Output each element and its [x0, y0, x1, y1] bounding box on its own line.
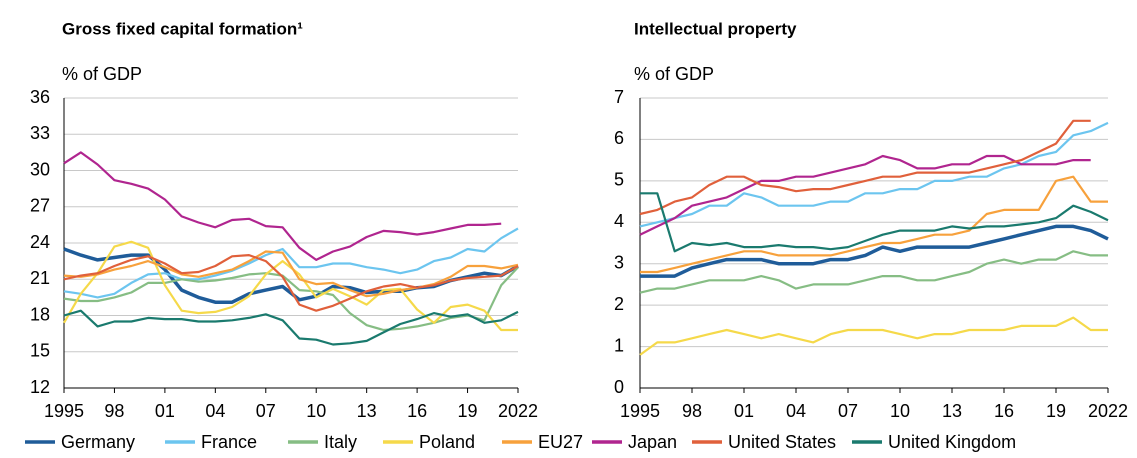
legend-label: United States: [728, 432, 836, 452]
series-line: [640, 192, 1109, 253]
x-tick-label: 10: [890, 401, 910, 421]
y-tick-label: 2: [614, 294, 624, 314]
y-tick-label: 7: [614, 87, 624, 107]
y-tick-label: 15: [30, 341, 50, 361]
x-tick-label: 19: [1046, 401, 1066, 421]
y-tick-label: 0: [614, 377, 624, 397]
series-line: [639, 121, 1109, 228]
series-line: [639, 119, 1091, 216]
legend-label: EU27: [538, 432, 583, 452]
y-tick-label: 3: [614, 252, 624, 272]
series-line: [639, 250, 1108, 294]
chart-title: Intellectual property: [634, 19, 797, 38]
series-line: [63, 266, 519, 332]
x-tick-label: 01: [155, 401, 175, 421]
series-line: [63, 227, 519, 299]
x-tick-label: 19: [458, 401, 478, 421]
x-tick-label: 04: [205, 401, 225, 421]
y-tick-label: 12: [30, 377, 50, 397]
x-tick-label: 13: [942, 401, 962, 421]
y-tick-label: 36: [30, 87, 50, 107]
series-line: [63, 250, 519, 298]
series-line: [639, 154, 1091, 236]
legend-label: Poland: [419, 432, 475, 452]
x-tick-label: 98: [682, 401, 702, 421]
x-tick-label: 2022: [1088, 401, 1128, 421]
legend-label: Germany: [61, 432, 135, 452]
chart-title: Gross fixed capital formation¹: [62, 19, 303, 38]
y-tick-label: 1: [614, 335, 624, 355]
series-line: [63, 151, 502, 261]
y-tick-label: 30: [30, 159, 50, 179]
x-tick-label: 10: [306, 401, 326, 421]
legend-label: France: [201, 432, 257, 452]
y-tick-label: 4: [614, 211, 624, 231]
series-line: [63, 254, 519, 312]
x-tick-label: 01: [734, 401, 754, 421]
y-tick-label: 21: [30, 268, 50, 288]
y-tick-label: 18: [30, 304, 50, 324]
series-line: [640, 224, 1109, 278]
y-axis-label: % of GDP: [62, 64, 142, 84]
legend-label: Italy: [324, 432, 357, 452]
x-tick-label: 98: [104, 401, 124, 421]
y-tick-label: 27: [30, 196, 50, 216]
x-tick-label: 16: [407, 401, 427, 421]
x-tick-label: 1995: [620, 401, 660, 421]
x-tick-label: 07: [838, 401, 858, 421]
x-tick-label: 13: [357, 401, 377, 421]
x-tick-label: 16: [994, 401, 1014, 421]
legend-label: Japan: [628, 432, 677, 452]
x-tick-label: 04: [786, 401, 806, 421]
series-line: [640, 175, 1108, 274]
y-tick-label: 24: [30, 232, 50, 252]
y-tick-label: 6: [614, 128, 624, 148]
x-tick-label: 2022: [498, 401, 538, 421]
x-tick-label: 1995: [44, 401, 84, 421]
y-tick-label: 5: [614, 170, 624, 190]
y-tick-label: 33: [30, 123, 50, 143]
series-line: [63, 309, 519, 346]
series-line: [639, 316, 1108, 356]
legend-label: United Kingdom: [888, 432, 1016, 452]
y-axis-label: % of GDP: [634, 64, 714, 84]
x-tick-label: 07: [256, 401, 276, 421]
